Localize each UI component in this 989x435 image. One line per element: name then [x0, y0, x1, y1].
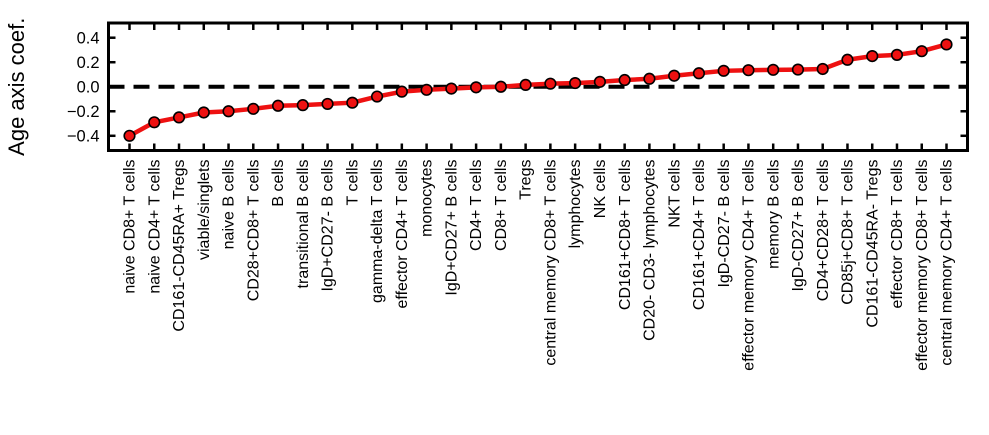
x-tick-label: IgD-CD27+ B cells	[790, 160, 807, 292]
data-point	[544, 77, 557, 90]
data-point	[321, 97, 334, 111]
data-point	[494, 80, 507, 93]
data-point	[247, 102, 260, 115]
data-point	[370, 90, 384, 103]
y-tick-label: 0.2	[77, 54, 100, 72]
data-point	[767, 63, 780, 76]
x-tick-label: T cells	[344, 160, 361, 206]
x-tick-label: NKT cells	[666, 160, 683, 228]
data-point	[940, 38, 953, 51]
x-tick-label: CD161-CD45RA- Tregs	[864, 160, 881, 328]
y-tick-label: −0.4	[67, 128, 100, 146]
x-tick-label: central memory CD4+ T cells	[939, 160, 956, 366]
x-tick-label: CD161+CD8+ T cells	[617, 160, 634, 311]
x-tick-label: monocytes	[419, 160, 436, 237]
x-tick-label: lymphocytes	[567, 160, 584, 249]
data-point	[420, 83, 433, 96]
data-point	[172, 111, 186, 124]
data-point	[816, 62, 829, 76]
x-tick-label: naive CD8+ T cells	[122, 160, 139, 294]
data-point	[296, 99, 309, 112]
x-tick-label: gamma-delta T cells	[369, 160, 386, 303]
y-tick-label: −0.2	[67, 103, 100, 121]
y-tick-label: 0.0	[77, 79, 100, 97]
x-tick-label: B cells	[270, 160, 287, 207]
x-tick-label: effector CD8+ T cells	[889, 160, 906, 309]
data-point	[148, 116, 161, 129]
data-point	[692, 67, 706, 80]
x-tick-label: naive B cells	[221, 160, 238, 250]
x-tick-label: CD4+CD28+ T cells	[815, 160, 832, 302]
data-point	[668, 69, 681, 82]
x-tick-label: effector CD4+ T cells	[394, 160, 411, 309]
x-tick-label: IgD+CD27+ B cells	[443, 160, 460, 296]
data-point	[569, 76, 582, 90]
data-point	[742, 64, 755, 77]
data-point	[222, 105, 235, 118]
x-tick-label: CD161-CD45RA+ Tregs	[171, 159, 188, 331]
x-tick-label: effector memory CD8+ T cells	[914, 160, 931, 371]
data-point	[470, 81, 483, 94]
data-point	[618, 73, 631, 87]
x-tick-label: NK cells	[592, 160, 609, 219]
y-axis-label: Age axis coef.	[4, 18, 29, 156]
x-tick-label: viable/singlets	[196, 159, 213, 260]
data-point	[866, 50, 879, 63]
x-tick-label: CD20- CD3- lymphocytes	[642, 160, 659, 341]
x-tick-label: naive CD4+ T cells	[146, 160, 163, 294]
x-tick-label: CD161+CD4+ T cells	[691, 160, 708, 311]
x-tick-label: Tregs	[518, 160, 535, 200]
x-tick-label: CD4+ T cells	[468, 160, 485, 251]
x-tick-label: effector memory CD4+ T cells	[741, 160, 758, 371]
data-point	[593, 75, 606, 88]
x-tick-label: CD85j+CD8+ T cells	[840, 160, 857, 305]
x-tick-label: CD8+ T cells	[493, 160, 510, 251]
data-point	[123, 129, 136, 142]
data-point	[271, 99, 285, 112]
data-point	[346, 96, 359, 109]
data-point	[395, 85, 408, 98]
data-point	[890, 48, 904, 61]
x-tick-label: IgD+CD27- B cells	[320, 160, 337, 292]
x-tick-label: transitional B cells	[295, 160, 312, 289]
x-tick-label: IgD-CD27- B cells	[716, 160, 733, 288]
data-point	[841, 53, 854, 66]
x-tick-label: CD28+CD8+ T cells	[245, 160, 262, 302]
data-point	[915, 45, 928, 58]
x-tick-label: central memory CD8+ T cells	[542, 160, 559, 366]
data-point	[445, 82, 458, 95]
x-tick-label: memory B cells	[765, 160, 782, 269]
data-line	[127, 42, 949, 139]
data-point	[791, 63, 805, 76]
data-point	[717, 64, 730, 77]
plot-border	[107, 21, 969, 152]
data-point	[197, 106, 210, 119]
data-point	[519, 78, 532, 92]
data-point	[643, 72, 656, 85]
y-tick-label: 0.4	[77, 29, 100, 47]
